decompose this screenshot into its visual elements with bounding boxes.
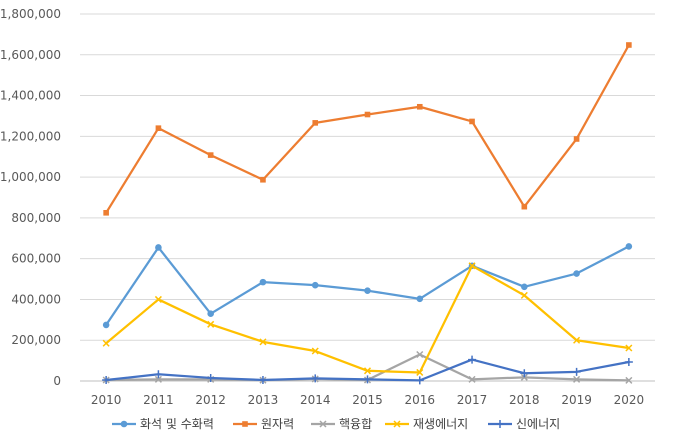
legend: 화석 및 수화력 원자력 핵융합 재생에너지 신에너지 <box>112 417 560 431</box>
data-point <box>311 374 320 383</box>
y-tick-label: 1,000,000 <box>0 170 61 184</box>
legend-marker <box>319 420 327 428</box>
series-line <box>105 43 630 214</box>
x-tick-label: 2013 <box>248 393 279 407</box>
gridlines <box>80 13 655 382</box>
data-point <box>103 209 109 216</box>
y-axis-tick-labels: 0 200,000 400,000 600,000 800,000 1,000,000 1,… <box>0 7 61 388</box>
y-tick-label: 800,000 <box>11 211 61 225</box>
legend-marker <box>120 420 128 428</box>
data-point <box>520 369 529 378</box>
data-point <box>624 358 633 367</box>
x-tick-label: 2014 <box>300 393 331 407</box>
data-point <box>207 320 215 328</box>
legend-item: 재생에너지 <box>385 417 468 431</box>
y-tick-label: 600,000 <box>11 252 61 266</box>
data-point <box>364 111 371 118</box>
data-point <box>155 125 162 131</box>
data-point <box>521 203 528 210</box>
legend-label: 재생에너지 <box>413 417 468 431</box>
legend-label: 원자력 <box>261 417 294 431</box>
series-lines <box>102 42 633 385</box>
data-point <box>416 368 424 376</box>
data-point <box>364 287 371 294</box>
y-tick-label: 1,800,000 <box>0 7 61 21</box>
series-0 <box>102 243 633 329</box>
data-point <box>102 375 111 384</box>
data-point <box>416 103 423 110</box>
data-point <box>259 278 267 286</box>
legend-marker <box>393 420 401 428</box>
legend-item: 원자력 <box>233 417 294 431</box>
data-point <box>625 344 633 352</box>
data-point <box>207 152 214 158</box>
data-point <box>207 310 214 318</box>
data-point <box>154 375 162 383</box>
legend-marker <box>242 421 248 427</box>
legend-label: 핵융합 <box>339 417 372 431</box>
x-tick-label: 2017 <box>457 393 488 407</box>
data-point <box>573 136 580 142</box>
data-point <box>259 338 267 346</box>
x-tick-label: 2018 <box>509 393 540 407</box>
legend-item: 신에너지 <box>488 417 560 431</box>
data-point <box>363 375 372 384</box>
x-tick-label: 2012 <box>195 393 226 407</box>
legend-marker <box>496 420 504 428</box>
y-tick-label: 200,000 <box>11 333 61 347</box>
data-point <box>573 375 581 383</box>
data-point <box>521 283 528 291</box>
y-tick-label: 1,200,000 <box>0 129 61 143</box>
data-point <box>102 321 110 329</box>
data-point <box>520 373 528 381</box>
series-4 <box>102 355 633 385</box>
x-tick-label: 2019 <box>561 393 592 407</box>
data-point <box>625 243 633 250</box>
y-tick-label: 0 <box>53 374 61 388</box>
data-point <box>154 295 162 303</box>
legend-item: 핵융합 <box>311 417 372 431</box>
data-point <box>363 367 372 375</box>
data-point <box>573 336 581 344</box>
data-point <box>520 291 528 299</box>
data-point <box>468 262 476 270</box>
legend-label: 화석 및 수화력 <box>140 417 214 431</box>
x-axis-tick-labels: 2010 2011 2012 2013 2014 2015 2016 2017 2018 2019… <box>91 393 644 407</box>
data-point <box>626 42 632 48</box>
y-tick-label: 1,600,000 <box>0 48 61 62</box>
legend-item: 화석 및 수화력 <box>112 417 214 431</box>
data-point <box>625 376 633 384</box>
data-point <box>311 347 319 355</box>
x-tick-label: 2010 <box>91 393 122 407</box>
data-point <box>102 339 110 347</box>
x-tick-label: 2011 <box>143 393 174 407</box>
y-tick-label: 1,400,000 <box>0 89 61 103</box>
data-point <box>155 244 162 251</box>
data-point <box>260 176 266 183</box>
data-point <box>469 118 475 125</box>
data-point <box>416 295 424 303</box>
series-3 <box>102 262 633 376</box>
data-point <box>154 370 163 379</box>
data-point <box>572 367 581 376</box>
data-point <box>311 281 319 289</box>
series-1 <box>103 42 632 216</box>
data-point <box>573 270 580 277</box>
data-point <box>468 355 477 364</box>
x-tick-label: 2016 <box>404 393 435 407</box>
data-point <box>415 376 424 385</box>
x-tick-label: 2020 <box>614 393 645 407</box>
data-point <box>312 120 319 126</box>
legend-label: 신에너지 <box>516 417 560 431</box>
data-point <box>258 375 267 384</box>
y-tick-label: 400,000 <box>11 292 61 306</box>
x-tick-label: 2015 <box>352 393 383 407</box>
data-point <box>468 375 476 383</box>
data-point <box>206 373 215 382</box>
data-point <box>416 350 424 359</box>
